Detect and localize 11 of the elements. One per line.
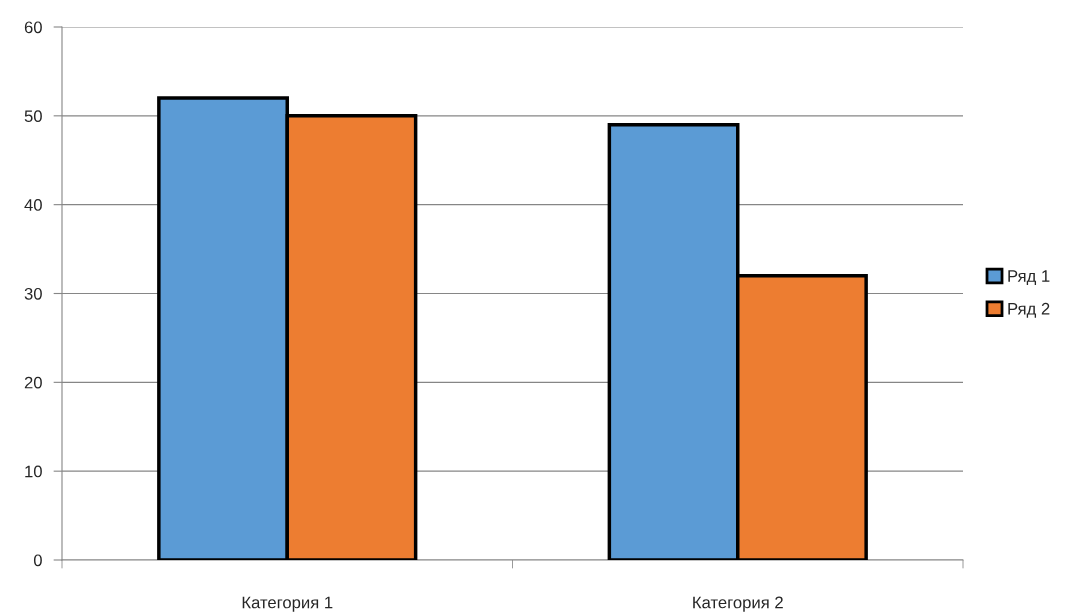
y-tick-label: 10: [25, 465, 42, 478]
x-tick-label: Категория 1: [242, 596, 333, 612]
y-tick-label: 20: [24, 376, 42, 389]
y-tick-label: 30: [24, 287, 42, 300]
y-tick-label: 0: [33, 554, 42, 567]
x-tick-label: Категория 2: [693, 596, 783, 612]
y-tick-label: 40: [24, 199, 42, 211]
y-tick-label: 60: [24, 21, 42, 34]
y-tick-label: 50: [24, 110, 42, 123]
legend-label: Ряд 1: [1008, 270, 1050, 286]
legend-label: Ряд 2: [1008, 302, 1050, 318]
